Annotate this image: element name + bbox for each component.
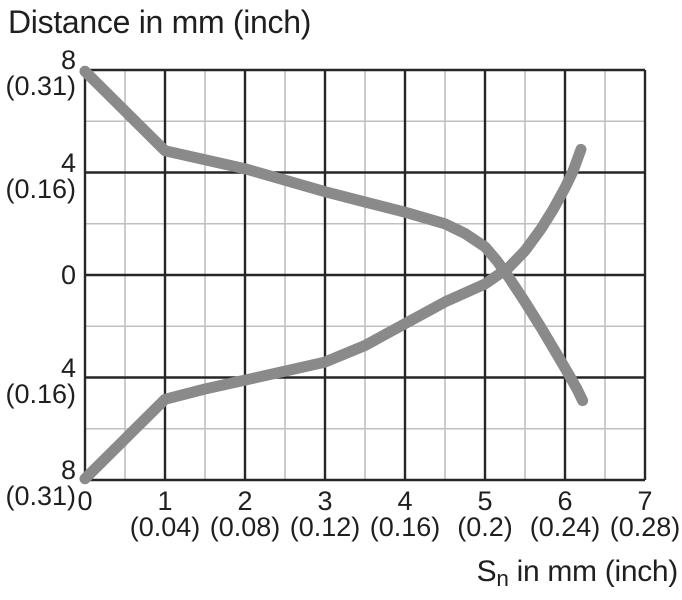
- x-tick-mm: 1: [157, 486, 173, 516]
- y-tick-label: 4 (0.16): [5, 352, 76, 409]
- x-tick-label: 1 (0.04): [105, 486, 225, 542]
- x-tick-label: 5 (0.2): [425, 486, 545, 542]
- x-tick-inch: (0.28): [609, 512, 681, 542]
- x-tick-mm: 7: [637, 486, 653, 516]
- x-tick-label: 7 (0.28): [585, 486, 682, 542]
- x-axis-title-subscript: n: [496, 565, 509, 591]
- x-axis-title-units: in mm (inch): [508, 555, 679, 588]
- x-tick-mm: 5: [477, 486, 493, 516]
- curve-lower-curve-ascending: [79, 143, 587, 485]
- y-tick-inch: (0.31): [5, 481, 76, 511]
- x-tick-mm: 6: [557, 486, 573, 516]
- y-tick-inch: (0.16): [5, 173, 76, 204]
- y-tick-inch: (0.16): [5, 378, 76, 409]
- x-tick-label: 4 (0.16): [345, 486, 465, 542]
- x-tick-mm: 0: [77, 486, 93, 516]
- x-tick-inch: (0.04): [129, 512, 201, 542]
- x-tick-label: 0: [25, 486, 145, 516]
- curve-upper-curve-descending: [79, 65, 589, 407]
- y-tick-inch: (0.31): [5, 71, 76, 101]
- x-tick-inch: (0.24): [529, 512, 601, 542]
- y-tick-label: 4 (0.16): [5, 147, 76, 204]
- y-tick-mm: 4: [60, 352, 76, 383]
- y-tick-label: 8 (0.31): [5, 45, 76, 101]
- x-tick-inch: (0.16): [369, 512, 441, 542]
- chart-title: Distance in mm (inch): [8, 4, 312, 40]
- y-tick-mm: 4: [60, 147, 76, 178]
- y-tick-label: 8 (0.31): [5, 455, 76, 511]
- x-axis-title-symbol: S: [476, 555, 497, 588]
- x-tick-inch: (0.08): [209, 512, 281, 542]
- x-tick-mm: 3: [317, 486, 333, 516]
- y-tick-label: 0: [60, 260, 76, 290]
- y-tick-mm: 8: [60, 45, 76, 75]
- y-tick-mm: 8: [60, 455, 76, 485]
- x-tick-label: 2 (0.08): [185, 486, 305, 542]
- x-tick-mm: 4: [397, 486, 413, 516]
- x-tick-label: 6 (0.24): [505, 486, 625, 542]
- x-tick-inch: (0.12): [289, 512, 361, 542]
- y-tick-mm: 0: [60, 260, 76, 290]
- x-tick-mm: 2: [237, 486, 253, 516]
- x-tick-label: 3 (0.12): [265, 486, 385, 542]
- x-tick-inch: (0.2): [457, 512, 513, 542]
- x-axis-title: Sn in mm (inch): [476, 555, 679, 591]
